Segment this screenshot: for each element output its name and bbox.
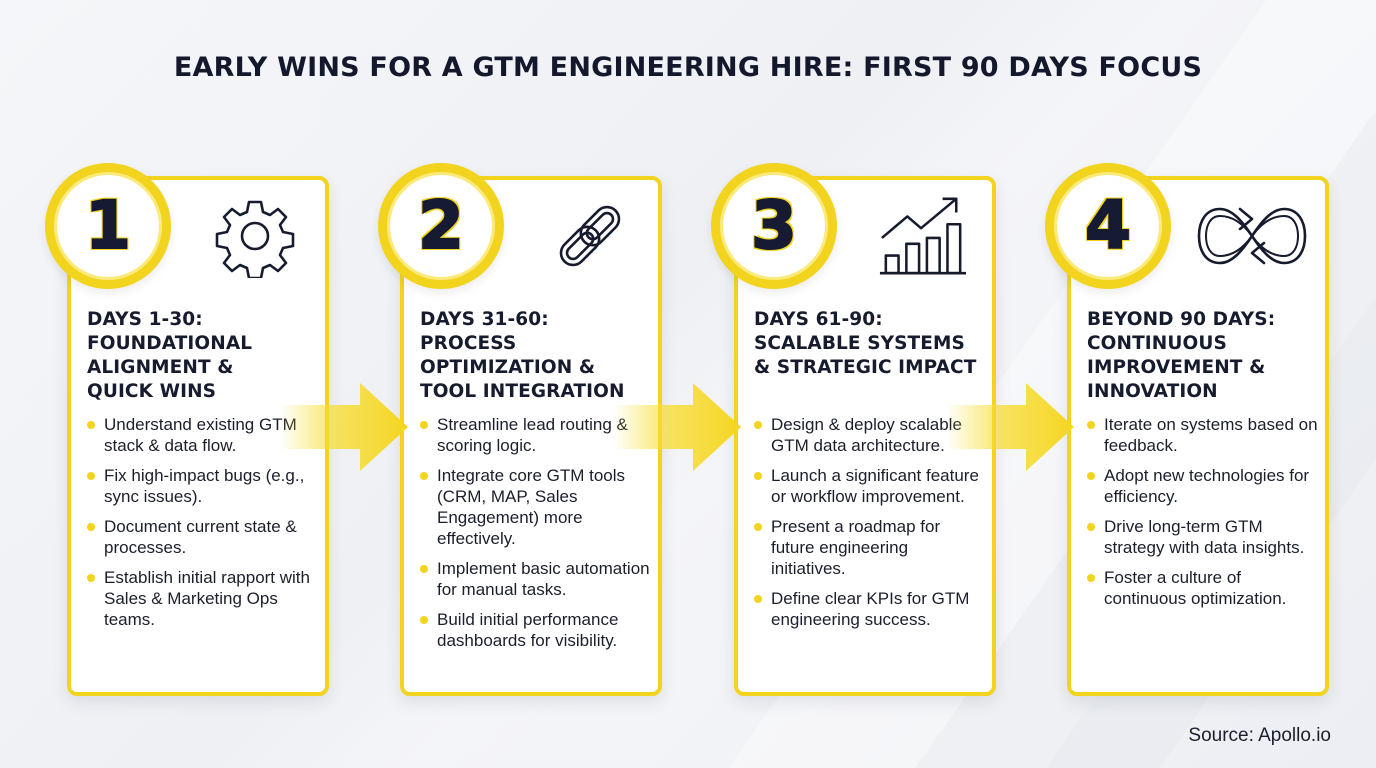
bullet-item: Present a roadmap for future engineering… xyxy=(754,516,986,579)
phase-title-4: BEYOND 90 DAYS: CONTINUOUS IMPROVEMENT &… xyxy=(1087,309,1276,402)
phase-number-badge-4: 4 xyxy=(1045,163,1171,289)
bullet-item: Foster a culture of continuous optimizat… xyxy=(1087,567,1319,609)
bullet-item: Adopt new technologies for efficiency. xyxy=(1087,465,1319,507)
bullet-item: Establish initial rapport with Sales & M… xyxy=(87,567,319,630)
bullet-item: Document current state & processes. xyxy=(87,516,319,558)
bullet-item: Understand existing GTM stack & data flo… xyxy=(87,414,319,456)
gear-icon xyxy=(210,196,300,278)
phase-number: 4 xyxy=(1084,187,1132,264)
phase-number-badge-3: 3 xyxy=(711,163,837,289)
phase-number: 1 xyxy=(84,187,132,264)
bullet-item: Streamline lead routing & scoring logic. xyxy=(420,414,652,456)
phase-number: 2 xyxy=(417,187,465,264)
phase-bullets-3: Design & deploy scalable GTM data archit… xyxy=(754,414,986,639)
infinity-loop-icon xyxy=(1196,196,1308,276)
phase-number-badge-2: 2 xyxy=(378,163,504,289)
bullet-item: Build initial performance dashboards for… xyxy=(420,609,652,651)
phase-number: 3 xyxy=(750,187,798,264)
bullet-item: Iterate on systems based on feedback. xyxy=(1087,414,1319,456)
phase-title-3: DAYS 61-90: SCALABLE SYSTEMS & STRATEGIC… xyxy=(754,309,977,378)
bullet-item: Design & deploy scalable GTM data archit… xyxy=(754,414,986,456)
bullet-item: Define clear KPIs for GTM engineering su… xyxy=(754,588,986,630)
source-credit: Source: Apollo.io xyxy=(1188,725,1331,746)
bullet-item: Launch a significant feature or workflow… xyxy=(754,465,986,507)
phase-title-1: DAYS 1-30: FOUNDATIONAL ALIGNMENT & QUIC… xyxy=(87,309,253,402)
page-title: EARLY WINS FOR A GTM ENGINEERING HIRE: F… xyxy=(173,52,1203,83)
phase-bullets-2: Streamline lead routing & scoring logic.… xyxy=(420,414,652,660)
bullet-item: Implement basic automation for manual ta… xyxy=(420,558,652,600)
phase-bullets-1: Understand existing GTM stack & data flo… xyxy=(87,414,319,639)
growth-chart-icon xyxy=(878,196,968,276)
phase-bullets-4: Iterate on systems based on feedback. Ad… xyxy=(1087,414,1319,618)
bullet-item: Integrate core GTM tools (CRM, MAP, Sale… xyxy=(420,465,652,549)
bullet-item: Drive long-term GTM strategy with data i… xyxy=(1087,516,1319,558)
bullet-item: Fix high-impact bugs (e.g., sync issues)… xyxy=(87,465,319,507)
chain-link-icon xyxy=(545,196,635,276)
phase-title-2: DAYS 31-60: PROCESS OPTIMIZATION & TOOL … xyxy=(420,309,625,402)
phase-number-badge-1: 1 xyxy=(45,163,171,289)
